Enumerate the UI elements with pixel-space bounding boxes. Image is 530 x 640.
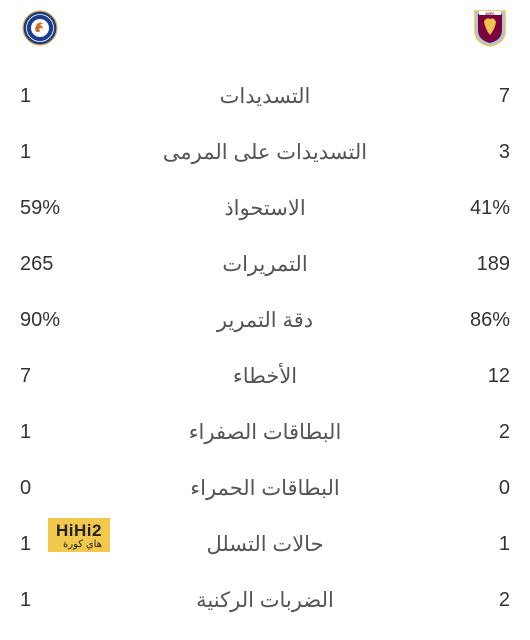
stat-value-left-team: 1 — [20, 85, 90, 108]
stat-value-right-team: 7 — [440, 85, 510, 108]
stat-row: 3 التسديدات على المرمى 1 — [20, 124, 510, 180]
stat-value-right-team: 41% — [440, 197, 510, 220]
stat-value-left-team: 1 — [20, 141, 90, 164]
villa-crest-icon: AVFC — [473, 9, 507, 47]
stat-row: 0 البطاقات الحمراء 0 — [20, 460, 510, 516]
stat-label: الأخطاء — [90, 364, 440, 389]
stat-value-right-team: 86% — [440, 309, 510, 332]
watermark-sub: هاي كورة — [56, 540, 102, 550]
stat-label: الاستحواذ — [90, 196, 440, 221]
stat-label: البطاقات الصفراء — [90, 420, 440, 445]
stat-value-left-team: 0 — [20, 477, 90, 500]
stat-value-left-team: 90% — [20, 309, 90, 332]
stat-row: 41% الاستحواذ 59% — [20, 180, 510, 236]
leicester-crest-icon — [22, 10, 58, 46]
stat-label: البطاقات الحمراء — [90, 476, 440, 501]
stat-label: التسديدات — [90, 84, 440, 109]
stat-row: 189 التمريرات 265 — [20, 236, 510, 292]
stat-value-right-team: 0 — [440, 477, 510, 500]
stat-value-left-team: 265 — [20, 253, 90, 276]
stat-value-right-team: 3 — [440, 141, 510, 164]
team-logo-leicester — [22, 10, 58, 46]
stat-value-right-team: 189 — [440, 253, 510, 276]
stat-label: الضربات الركنية — [90, 588, 440, 613]
stat-label: التسديدات على المرمى — [90, 140, 440, 165]
stat-label: دقة التمرير — [90, 308, 440, 333]
stat-value-right-team: 2 — [440, 589, 510, 612]
watermark-main: HiHi2 — [56, 522, 102, 539]
svg-text:AVFC: AVFC — [485, 12, 495, 16]
stat-value-left-team: 7 — [20, 365, 90, 388]
stat-value-left-team: 1 — [20, 421, 90, 444]
stat-row: 12 الأخطاء 7 — [20, 348, 510, 404]
stat-row: 7 التسديدات 1 — [20, 68, 510, 124]
stat-value-right-team: 1 — [440, 533, 510, 556]
stat-label: حالات التسلل — [90, 532, 440, 557]
stat-label: التمريرات — [90, 252, 440, 277]
stat-value-right-team: 2 — [440, 421, 510, 444]
stat-value-left-team: 59% — [20, 197, 90, 220]
stat-row: 2 البطاقات الصفراء 1 — [20, 404, 510, 460]
stat-value-left-team: 1 — [20, 589, 90, 612]
stat-row: 86% دقة التمرير 90% — [20, 292, 510, 348]
stat-value-right-team: 12 — [440, 365, 510, 388]
stat-row: 2 الضربات الركنية 1 — [20, 572, 510, 628]
watermark-badge: HiHi2 هاي كورة — [48, 518, 110, 552]
team-logos-row: AVFC — [20, 10, 510, 46]
team-logo-villa: AVFC — [472, 10, 508, 46]
